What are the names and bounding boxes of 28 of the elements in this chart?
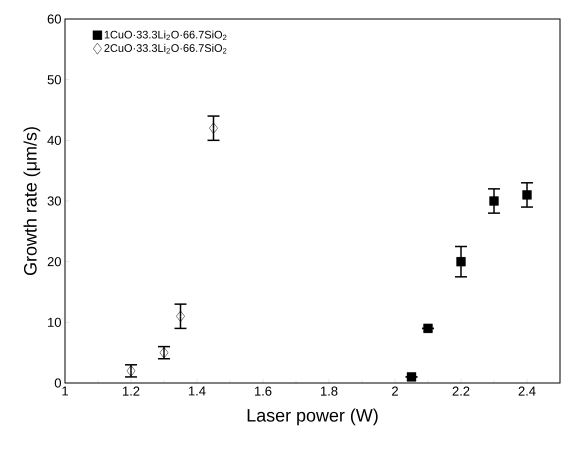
x-tick-label: 1.4 (188, 386, 206, 396)
point (126, 365, 136, 377)
point (489, 196, 499, 206)
x-axis-title: Laser power (W) (248, 408, 378, 426)
x-tick-label: 2.4 (518, 386, 536, 396)
y-tick-label: 20 (48, 257, 61, 266)
y-tick-label: 60 (48, 14, 61, 24)
legend-label: 2CuO·33.3Li$_{2}$O·66.7SiO$_{2}$ (104, 44, 226, 54)
y-tick-label: 40 (47, 136, 61, 145)
x-tick-label: 1.8 (320, 386, 338, 396)
point (209, 122, 218, 134)
x-tick-label: 2 (392, 386, 398, 396)
point (423, 324, 433, 334)
x-tick-label: 1.6 (254, 386, 272, 396)
point (176, 310, 185, 322)
point (406, 372, 416, 382)
y-tick-label: 30 (48, 196, 61, 206)
x-tick-label: 1 (62, 386, 68, 396)
y-tick-label: 50 (48, 75, 61, 84)
legend-label: 1CuO·33.3Li$_{2}$O·66.7SiO$_{2}$ (104, 30, 226, 40)
y-tick-label: 10 (48, 318, 61, 327)
y-axis-title: Growth rate (μm/s) (24, 127, 40, 276)
point (456, 256, 466, 266)
y-tick-label: 0 (54, 378, 61, 388)
point (160, 346, 168, 358)
point (522, 190, 532, 200)
x-tick-label: 1.2 (122, 386, 140, 396)
x-tick-label: 2.2 (452, 386, 470, 396)
